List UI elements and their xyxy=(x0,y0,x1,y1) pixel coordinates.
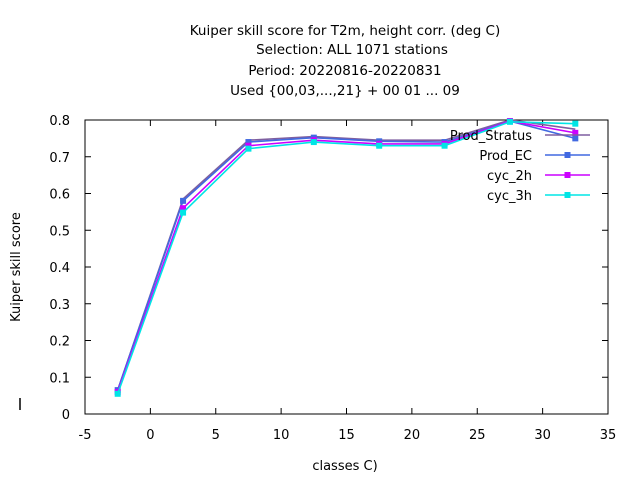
legend-marker xyxy=(564,152,571,158)
y-tick-label: 0.8 xyxy=(49,114,70,129)
data-point xyxy=(572,120,579,127)
y-tick-label: 0.1 xyxy=(49,371,70,386)
legend-label: Prod_Stratus xyxy=(450,129,532,144)
y-tick-label: 0.2 xyxy=(49,335,70,350)
data-point xyxy=(180,197,187,204)
chart-title: Kuiper skill score for T2m, height corr.… xyxy=(190,23,501,99)
x-tick-label: -5 xyxy=(79,428,92,443)
data-point xyxy=(506,118,513,125)
series-line xyxy=(116,119,576,391)
title-line-4: Used {00,03,...,21} + 00 01 ... 09 xyxy=(230,83,460,99)
data-point xyxy=(441,142,448,149)
series-Prod_Stratus xyxy=(116,119,576,391)
legend-marker xyxy=(564,192,571,198)
y-axis-label: Kuiper skill score xyxy=(9,212,24,322)
title-line-1: Kuiper skill score for T2m, height corr.… xyxy=(190,23,501,39)
x-tick-label: 30 xyxy=(534,428,551,443)
legend-marker xyxy=(564,172,571,178)
data-point xyxy=(572,135,579,142)
data-point xyxy=(572,129,579,136)
x-tick-label: 25 xyxy=(469,428,486,443)
x-tick-label: 5 xyxy=(212,428,220,443)
y-axis: 0 0.1 0.2 0.3 0.4 0.5 0.6 0.7 0.8 xyxy=(49,114,608,423)
data-point xyxy=(245,139,252,146)
x-tick-label: 0 xyxy=(146,428,154,443)
data-point xyxy=(376,142,383,149)
series-line xyxy=(116,121,576,395)
legend: Prod_Stratus Prod_EC cyc_2h cyc_3h xyxy=(450,129,590,204)
series-layer xyxy=(114,118,579,397)
title-line-3: Period: 20220816-20220831 xyxy=(248,63,441,79)
title-line-2: Selection: ALL 1071 stations xyxy=(256,42,448,58)
x-tick-label: 35 xyxy=(600,428,617,443)
y-tick-label: 0.5 xyxy=(49,224,70,239)
data-point xyxy=(180,205,187,212)
y-tick-label: 0.7 xyxy=(49,151,70,166)
data-point xyxy=(114,390,121,397)
series-line xyxy=(116,120,576,393)
x-axis: -5 0 5 10 15 20 25 30 35 xyxy=(79,120,617,443)
data-point xyxy=(310,139,317,146)
x-tick-label: 10 xyxy=(273,428,290,443)
x-tick-label: 20 xyxy=(404,428,421,443)
legend-label: cyc_3h xyxy=(487,189,532,204)
y-tick-label: 0.3 xyxy=(49,298,70,313)
x-tick-label: 15 xyxy=(338,428,355,443)
series-cyc_3h xyxy=(114,118,579,397)
data-point xyxy=(180,209,187,216)
y-tick-label: 0.6 xyxy=(49,188,70,203)
legend-label: cyc_2h xyxy=(487,169,532,184)
y-tick-label: 0 xyxy=(62,408,70,423)
legend-label: Prod_EC xyxy=(479,149,532,164)
y-tick-label: 0.4 xyxy=(49,261,70,276)
x-axis-label: classes C) xyxy=(312,459,377,474)
data-point xyxy=(245,145,252,152)
